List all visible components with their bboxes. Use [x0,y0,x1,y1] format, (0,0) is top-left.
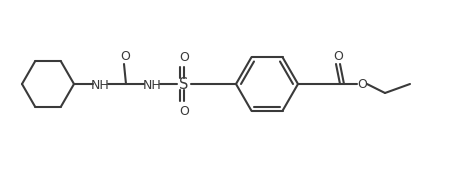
Text: O: O [179,51,189,63]
Text: O: O [120,50,130,62]
Text: O: O [179,105,189,117]
Text: S: S [180,77,189,92]
Text: O: O [333,50,343,62]
Text: O: O [357,78,367,90]
Text: NH: NH [142,78,161,92]
Text: NH: NH [91,78,109,92]
